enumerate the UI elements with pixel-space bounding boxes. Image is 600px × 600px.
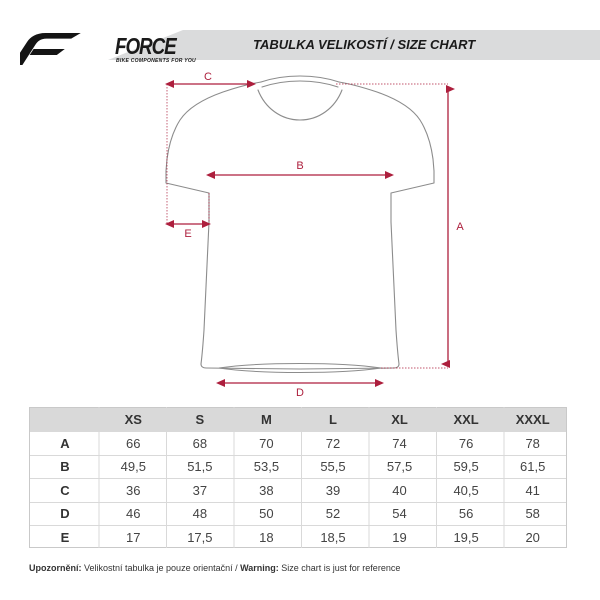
svg-text:A: A	[456, 221, 464, 233]
svg-text:E: E	[184, 228, 191, 240]
svg-text:D: D	[296, 387, 304, 399]
svg-text:B: B	[296, 160, 303, 172]
svg-text:C: C	[204, 71, 212, 83]
